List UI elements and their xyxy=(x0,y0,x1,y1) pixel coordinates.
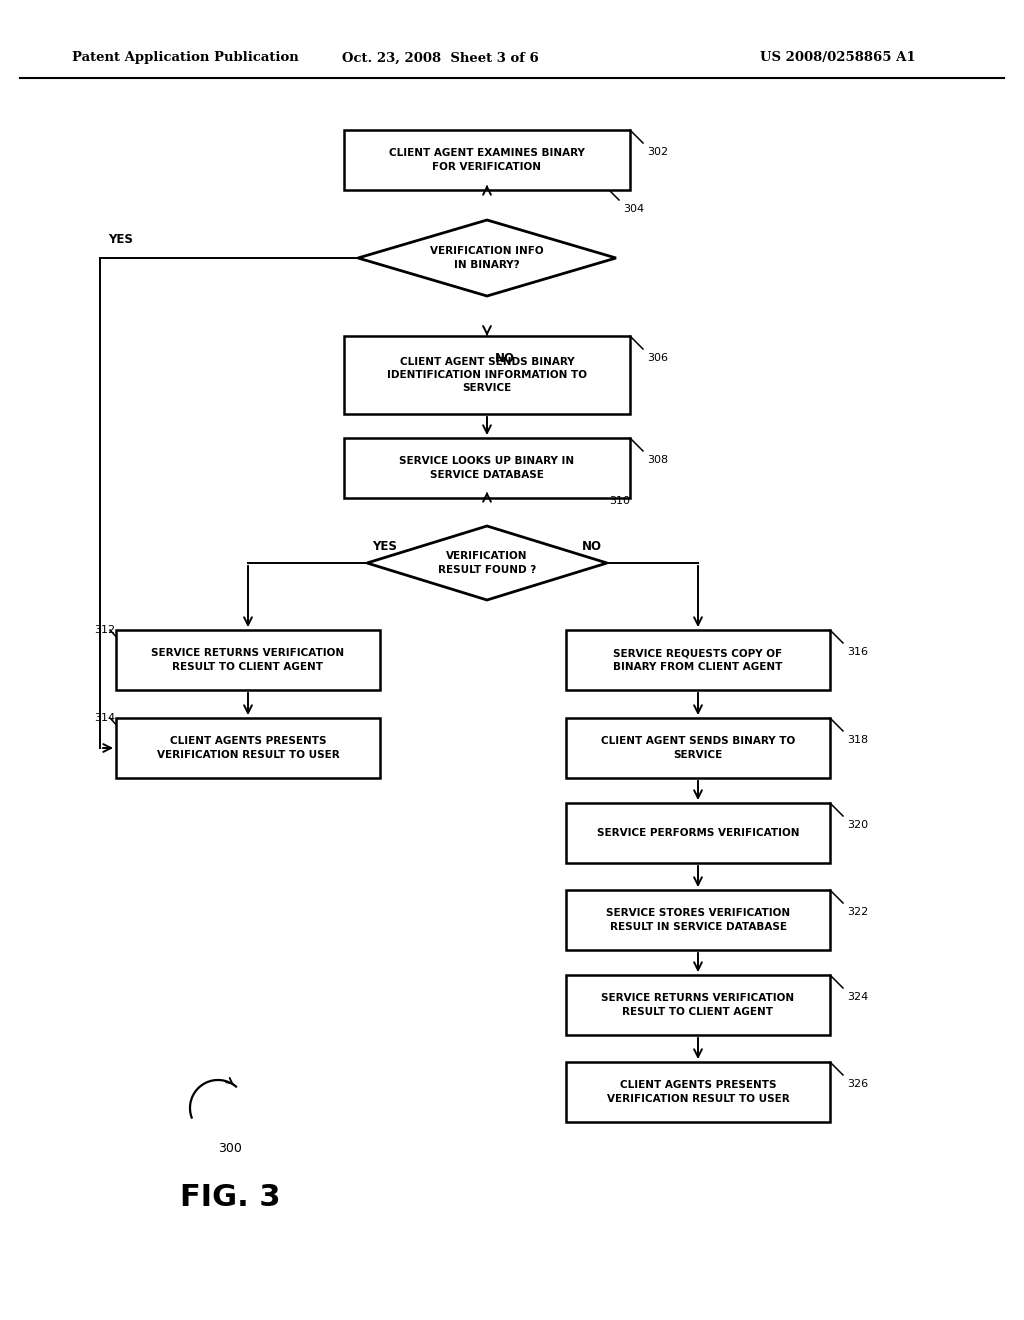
Text: CLIENT AGENTS PRESENTS
VERIFICATION RESULT TO USER: CLIENT AGENTS PRESENTS VERIFICATION RESU… xyxy=(606,1080,790,1104)
Text: Patent Application Publication: Patent Application Publication xyxy=(72,51,299,65)
Text: SERVICE LOOKS UP BINARY IN
SERVICE DATABASE: SERVICE LOOKS UP BINARY IN SERVICE DATAB… xyxy=(399,457,574,479)
Text: CLIENT AGENT EXAMINES BINARY
FOR VERIFICATION: CLIENT AGENT EXAMINES BINARY FOR VERIFIC… xyxy=(389,148,585,172)
Text: VERIFICATION
RESULT FOUND ?: VERIFICATION RESULT FOUND ? xyxy=(438,552,537,574)
Text: SERVICE REQUESTS COPY OF
BINARY FROM CLIENT AGENT: SERVICE REQUESTS COPY OF BINARY FROM CLI… xyxy=(613,648,782,672)
Text: NO: NO xyxy=(495,352,515,366)
Text: SERVICE RETURNS VERIFICATION
RESULT TO CLIENT AGENT: SERVICE RETURNS VERIFICATION RESULT TO C… xyxy=(152,648,344,672)
Text: 310: 310 xyxy=(609,496,630,506)
Text: NO: NO xyxy=(582,540,602,553)
FancyBboxPatch shape xyxy=(344,438,630,498)
Text: 302: 302 xyxy=(647,147,668,157)
FancyBboxPatch shape xyxy=(344,337,630,414)
Text: 320: 320 xyxy=(847,820,868,830)
Text: 308: 308 xyxy=(647,455,668,465)
Text: 322: 322 xyxy=(847,907,868,917)
Text: 314: 314 xyxy=(94,713,115,723)
Text: US 2008/0258865 A1: US 2008/0258865 A1 xyxy=(760,51,915,65)
Text: CLIENT AGENTS PRESENTS
VERIFICATION RESULT TO USER: CLIENT AGENTS PRESENTS VERIFICATION RESU… xyxy=(157,737,339,759)
Text: CLIENT AGENT SENDS BINARY TO
SERVICE: CLIENT AGENT SENDS BINARY TO SERVICE xyxy=(601,737,795,759)
FancyBboxPatch shape xyxy=(116,630,380,690)
Text: YES: YES xyxy=(108,234,133,246)
Text: SERVICE RETURNS VERIFICATION
RESULT TO CLIENT AGENT: SERVICE RETURNS VERIFICATION RESULT TO C… xyxy=(601,994,795,1016)
FancyBboxPatch shape xyxy=(344,129,630,190)
Text: Oct. 23, 2008  Sheet 3 of 6: Oct. 23, 2008 Sheet 3 of 6 xyxy=(342,51,539,65)
FancyBboxPatch shape xyxy=(566,975,830,1035)
Text: 324: 324 xyxy=(847,993,868,1002)
Text: FIG. 3: FIG. 3 xyxy=(180,1184,281,1213)
FancyBboxPatch shape xyxy=(566,1063,830,1122)
Polygon shape xyxy=(358,220,616,296)
Text: 312: 312 xyxy=(94,624,115,635)
Text: 304: 304 xyxy=(623,205,644,214)
Text: 318: 318 xyxy=(847,735,868,744)
FancyBboxPatch shape xyxy=(566,718,830,777)
Polygon shape xyxy=(367,525,607,601)
Text: CLIENT AGENT SENDS BINARY
IDENTIFICATION INFORMATION TO
SERVICE: CLIENT AGENT SENDS BINARY IDENTIFICATION… xyxy=(387,356,587,393)
Text: 326: 326 xyxy=(847,1078,868,1089)
Text: SERVICE STORES VERIFICATION
RESULT IN SERVICE DATABASE: SERVICE STORES VERIFICATION RESULT IN SE… xyxy=(606,908,791,932)
Text: YES: YES xyxy=(372,540,397,553)
FancyBboxPatch shape xyxy=(566,630,830,690)
Text: SERVICE PERFORMS VERIFICATION: SERVICE PERFORMS VERIFICATION xyxy=(597,828,800,838)
Text: VERIFICATION INFO
IN BINARY?: VERIFICATION INFO IN BINARY? xyxy=(430,247,544,269)
FancyBboxPatch shape xyxy=(116,718,380,777)
Text: 316: 316 xyxy=(847,647,868,657)
Text: 300: 300 xyxy=(218,1142,242,1155)
FancyBboxPatch shape xyxy=(566,803,830,863)
FancyBboxPatch shape xyxy=(566,890,830,950)
Text: 306: 306 xyxy=(647,352,668,363)
